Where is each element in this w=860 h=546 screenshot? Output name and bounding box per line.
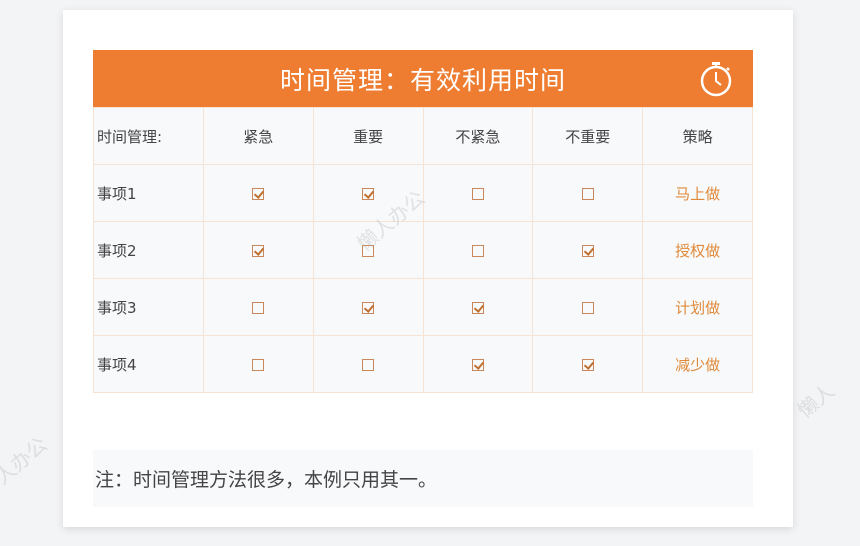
checked-checkbox[interactable]	[471, 301, 484, 314]
strategy-cell: 马上做	[642, 164, 753, 222]
column-header: 不重要	[532, 107, 644, 165]
stopwatch-icon	[700, 62, 732, 97]
time-management-table: 时间管理: 紧急 重要 不紧急 不重要 策略 事项1 马上做事项2 授权做事项3 计划…	[93, 107, 753, 393]
check-cell	[532, 278, 644, 336]
check-cell	[422, 221, 534, 279]
check-cell	[312, 164, 424, 222]
unchecked-checkbox[interactable]	[362, 358, 375, 371]
strategy-cell: 计划做	[642, 278, 753, 336]
unchecked-checkbox[interactable]	[362, 244, 375, 257]
strategy-cell: 授权做	[642, 221, 753, 279]
table-row: 事项4 减少做	[93, 335, 753, 393]
checked-checkbox[interactable]	[471, 358, 484, 371]
watermark: 人办公	[0, 432, 52, 490]
check-cell	[532, 335, 644, 393]
item-label: 事项1	[93, 164, 204, 222]
check-cell	[202, 221, 314, 279]
item-label: 事项3	[93, 278, 204, 336]
column-header: 不紧急	[422, 107, 534, 165]
column-header: 时间管理:	[93, 107, 204, 165]
column-header: 重要	[312, 107, 424, 165]
page-title: 时间管理：有效利用时间	[279, 65, 566, 95]
table-row: 事项3 计划做	[93, 278, 753, 336]
title-banner: 时间管理：有效利用时间	[93, 50, 753, 107]
check-cell	[312, 278, 424, 336]
unchecked-checkbox[interactable]	[581, 301, 594, 314]
item-label: 事项4	[93, 335, 204, 393]
table-row: 事项1 马上做	[93, 164, 753, 222]
checked-checkbox[interactable]	[252, 187, 265, 200]
table-row: 事项2 授权做	[93, 221, 753, 279]
checked-checkbox[interactable]	[362, 301, 375, 314]
item-label: 事项2	[93, 221, 204, 279]
unchecked-checkbox[interactable]	[581, 187, 594, 200]
strategy-cell: 减少做	[642, 335, 753, 393]
note: 注：时间管理方法很多，本例只用其一。	[93, 450, 753, 507]
watermark: 懒人	[792, 378, 839, 423]
checked-checkbox[interactable]	[252, 244, 265, 257]
checked-checkbox[interactable]	[581, 358, 594, 371]
check-cell	[422, 164, 534, 222]
column-header: 策略	[642, 107, 753, 165]
column-header: 紧急	[202, 107, 314, 165]
unchecked-checkbox[interactable]	[252, 301, 265, 314]
unchecked-checkbox[interactable]	[471, 187, 484, 200]
card: 时间管理：有效利用时间 时间管理: 紧急 重要 不紧急 不重要 策略 事项1 马上…	[63, 10, 793, 527]
checked-checkbox[interactable]	[362, 187, 375, 200]
checked-checkbox[interactable]	[581, 244, 594, 257]
check-cell	[312, 335, 424, 393]
check-cell	[202, 335, 314, 393]
unchecked-checkbox[interactable]	[252, 358, 265, 371]
unchecked-checkbox[interactable]	[471, 244, 484, 257]
check-cell	[312, 221, 424, 279]
header-row: 时间管理: 紧急 重要 不紧急 不重要 策略	[93, 107, 753, 165]
check-cell	[532, 164, 644, 222]
check-cell	[202, 278, 314, 336]
check-cell	[422, 335, 534, 393]
check-cell	[532, 221, 644, 279]
check-cell	[422, 278, 534, 336]
check-cell	[202, 164, 314, 222]
